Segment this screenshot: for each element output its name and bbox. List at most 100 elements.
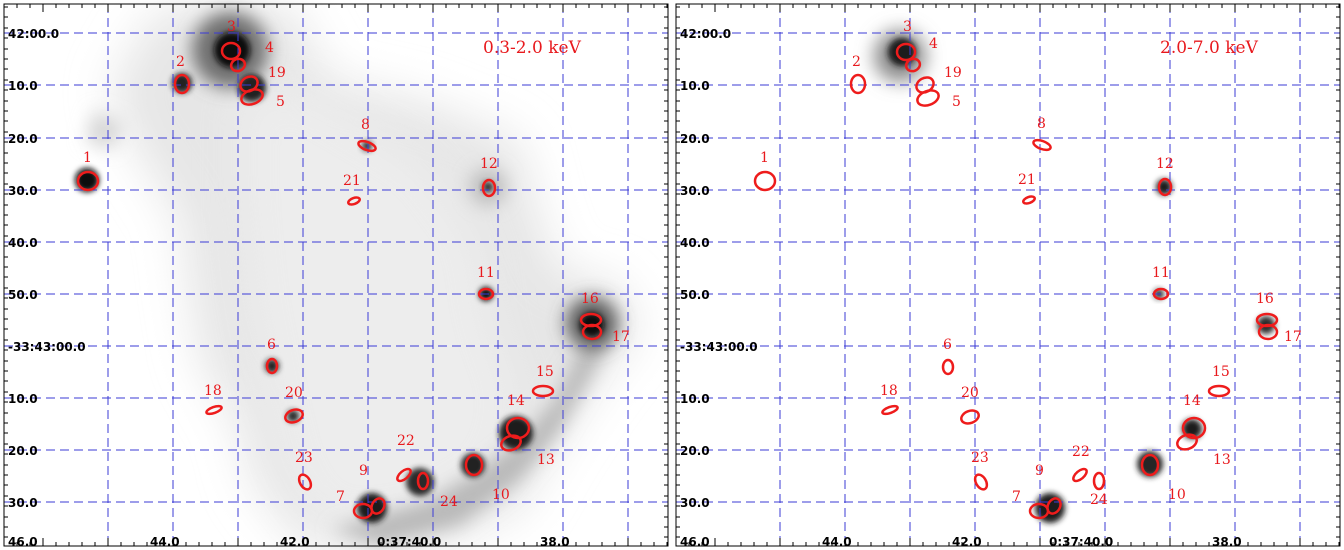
source-region [941,358,955,376]
energy-band-label: 0.3-2.0 keV [483,38,582,58]
source-region [531,384,555,398]
source-labels: 1 2 3 4 19 5 8 21 12 11 16 17 6 15 18 20… [760,19,1302,508]
source-region [220,41,242,61]
source-region [1176,433,1198,451]
source-label: 20 [961,385,979,401]
y-axis-labels: 42:00.0 10.0 20.0 30.0 40.0 50.0 -33:43:… [8,27,86,510]
y-axis-labels: 42:00.0 10.0 20.0 30.0 40.0 50.0 -33:43:… [680,27,758,510]
source-label: 14 [1183,393,1201,409]
source-region [76,170,100,192]
diffuse-emission [85,5,640,545]
source-label: 9 [1035,463,1044,479]
y-tick-label: -33:43:00.0 [680,340,758,354]
y-tick-label: 42:00.0 [8,27,59,41]
hard-band-panel: 42:00.0 10.0 20.0 30.0 40.0 50.0 -33:43:… [675,3,1341,549]
plot-frame [3,3,669,547]
source-label: 3 [903,19,912,35]
source-label: 22 [397,433,415,449]
source-label: 10 [1168,487,1186,503]
source-region [1181,416,1207,440]
source-label: 12 [1156,156,1174,172]
source-label: 14 [507,393,525,409]
x-axis-labels: 46.0 44.0 42.0 0:37:40.0 38.0 [680,535,1242,549]
source-label: 15 [536,364,554,380]
source-region [1140,453,1160,477]
source-region [581,323,603,341]
x-tick-label: 44.0 [822,535,852,549]
source-label: 23 [295,450,313,466]
source-labels: 1 2 3 4 19 5 8 21 12 11 16 17 6 15 18 20… [83,19,630,510]
source-region [895,42,917,62]
source-label: 16 [1256,291,1274,307]
y-tick-label: 20.0 [680,132,710,146]
source-label: 6 [267,337,276,353]
source-region [357,139,377,153]
y-tick-label: 30.0 [680,496,710,510]
y-tick-label: 20.0 [8,132,38,146]
source-region [1157,177,1173,197]
source-label: 18 [204,383,222,399]
source-label: 24 [1090,492,1108,508]
x-tick-label: 38.0 [1212,535,1242,549]
source-label: 20 [285,385,303,401]
source-label: 10 [492,487,510,503]
source-region [1032,138,1052,152]
source-regions [753,42,1279,520]
source-label: 23 [971,450,989,466]
x-tick-label: 44.0 [150,535,180,549]
x-tick-label: 46.0 [8,535,38,549]
source-label: 13 [537,452,555,468]
source-label: 15 [1212,364,1230,380]
source-label: 8 [1037,116,1046,132]
x-tick-label: 42.0 [280,535,310,549]
x-tick-label: 42.0 [952,535,982,549]
source-label: 16 [581,291,599,307]
source-region [1207,384,1231,398]
coordinate-grid [4,4,668,546]
source-region [849,73,867,95]
source-label: 11 [1152,265,1170,281]
source-region [904,57,922,73]
y-tick-label: 10.0 [8,79,38,93]
source-region [916,89,940,107]
y-tick-label: 40.0 [680,236,710,250]
source-region [1152,287,1170,301]
y-tick-label: 30.0 [8,496,38,510]
source-region [1046,497,1062,515]
source-label: 6 [943,337,952,353]
x-tick-label: 46.0 [680,535,710,549]
y-tick-label: -33:43:00.0 [8,340,86,354]
source-region [229,57,247,73]
source-label: 9 [359,463,368,479]
source-region [416,471,430,491]
y-tick-label: 50.0 [8,288,38,302]
x-tick-label: 38.0 [540,535,570,549]
source-label: 3 [227,19,236,35]
energy-band-label: 2.0-7.0 keV [1160,38,1259,58]
source-label: 19 [268,65,286,81]
y-tick-label: 42:00.0 [680,27,731,41]
y-tick-label: 10.0 [8,392,38,406]
source-region [347,196,361,206]
source-label: 5 [952,94,961,110]
source-label: 12 [480,156,498,172]
source-region [1092,471,1106,491]
source-region [284,408,304,424]
source-label: 11 [477,265,495,281]
source-label: 5 [276,94,285,110]
source-label: 2 [852,54,861,70]
source-region [370,497,386,515]
x-axis-labels: 46.0 44.0 42.0 0:37:40.0 38.0 [8,535,570,549]
y-tick-label: 10.0 [680,79,710,93]
source-label: 22 [1072,444,1090,460]
source-region [240,88,264,106]
source-label: 17 [612,329,630,345]
y-tick-label: 30.0 [680,184,710,198]
source-label: 8 [361,117,370,133]
y-tick-label: 50.0 [680,288,710,302]
y-tick-label: 10.0 [680,392,710,406]
axis-ticks [3,4,668,546]
source-region [464,453,484,477]
y-tick-label: 40.0 [8,236,38,250]
source-label: 1 [83,150,92,166]
